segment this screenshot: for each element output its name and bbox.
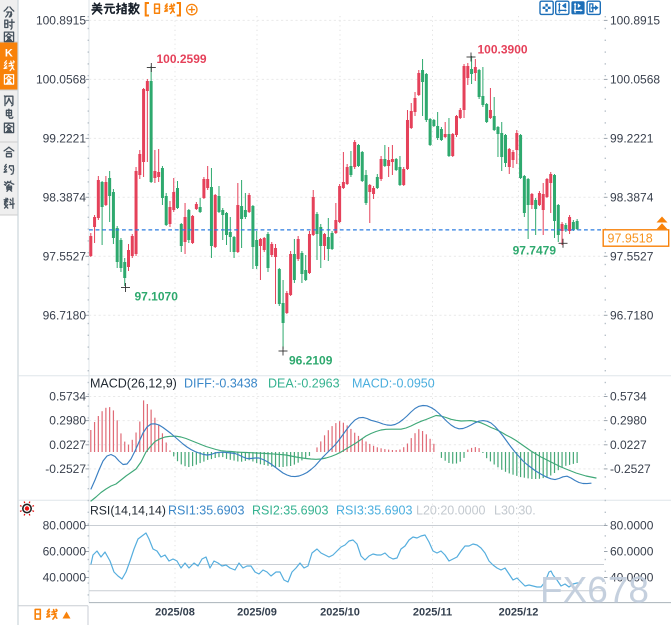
svg-text:60.0000: 60.0000 — [43, 545, 87, 559]
svg-text:L30:30.: L30:30. — [494, 504, 536, 518]
svg-text:2025/08: 2025/08 — [155, 607, 195, 619]
svg-text:FX678: FX678 — [540, 570, 649, 611]
svg-text:100.0568: 100.0568 — [36, 72, 86, 86]
svg-text:60.0000: 60.0000 — [610, 545, 654, 559]
svg-text:0.2980: 0.2980 — [49, 414, 86, 428]
svg-text:97.5527: 97.5527 — [610, 249, 654, 263]
svg-text:MACD(26,12,9): MACD(26,12,9) — [90, 377, 177, 391]
svg-text:0.0227: 0.0227 — [49, 438, 86, 452]
svg-text:100.3900: 100.3900 — [478, 43, 528, 57]
svg-text:RSI(14,14,14): RSI(14,14,14) — [90, 504, 166, 518]
svg-text:0.5734: 0.5734 — [610, 390, 647, 404]
svg-text:2025/10: 2025/10 — [320, 607, 360, 619]
svg-text:99.2221: 99.2221 — [43, 131, 87, 145]
svg-text:-0.2527: -0.2527 — [610, 462, 651, 476]
svg-text:80.0000: 80.0000 — [610, 519, 654, 533]
svg-text:2025/11: 2025/11 — [413, 607, 452, 619]
svg-text:0.5734: 0.5734 — [49, 390, 86, 404]
svg-text:-0.2527: -0.2527 — [45, 462, 86, 476]
svg-text:96.7180: 96.7180 — [610, 308, 654, 322]
svg-text:100.0568: 100.0568 — [610, 72, 660, 86]
svg-text:98.3874: 98.3874 — [43, 190, 87, 204]
svg-text:40.0000: 40.0000 — [43, 571, 87, 585]
svg-text:98.3874: 98.3874 — [610, 190, 654, 204]
svg-text:97.1070: 97.1070 — [135, 290, 179, 304]
svg-text:100.2599: 100.2599 — [157, 52, 207, 66]
svg-text:99.2221: 99.2221 — [610, 131, 654, 145]
svg-text:DEA:-0.2963: DEA:-0.2963 — [268, 377, 340, 391]
svg-text:MACD:-0.0950: MACD:-0.0950 — [352, 377, 435, 391]
svg-text:2025/12: 2025/12 — [499, 607, 539, 619]
svg-text:80.0000: 80.0000 — [43, 519, 87, 533]
svg-text:97.5527: 97.5527 — [43, 249, 87, 263]
svg-text:96.2109: 96.2109 — [289, 354, 333, 368]
svg-text:100.8915: 100.8915 — [610, 13, 660, 27]
svg-text:RSI1:35.6903: RSI1:35.6903 — [168, 504, 244, 518]
svg-text:RSI2:35.6903: RSI2:35.6903 — [252, 504, 328, 518]
svg-text:96.7180: 96.7180 — [43, 308, 87, 322]
svg-text:0.0227: 0.0227 — [610, 438, 647, 452]
svg-text:97.7479: 97.7479 — [513, 244, 557, 258]
svg-text:DIFF:-0.3438: DIFF:-0.3438 — [184, 377, 258, 391]
svg-text:0.2980: 0.2980 — [610, 414, 647, 428]
svg-text:2025/09: 2025/09 — [237, 607, 277, 619]
svg-text:100.8915: 100.8915 — [36, 13, 86, 27]
svg-text:40.0000: 40.0000 — [610, 571, 654, 585]
svg-text:RSI3:35.6903: RSI3:35.6903 — [336, 504, 412, 518]
svg-text:K: K — [5, 48, 13, 60]
svg-text:97.9518: 97.9518 — [608, 232, 653, 246]
svg-text:L20:20.0000: L20:20.0000 — [416, 504, 486, 518]
